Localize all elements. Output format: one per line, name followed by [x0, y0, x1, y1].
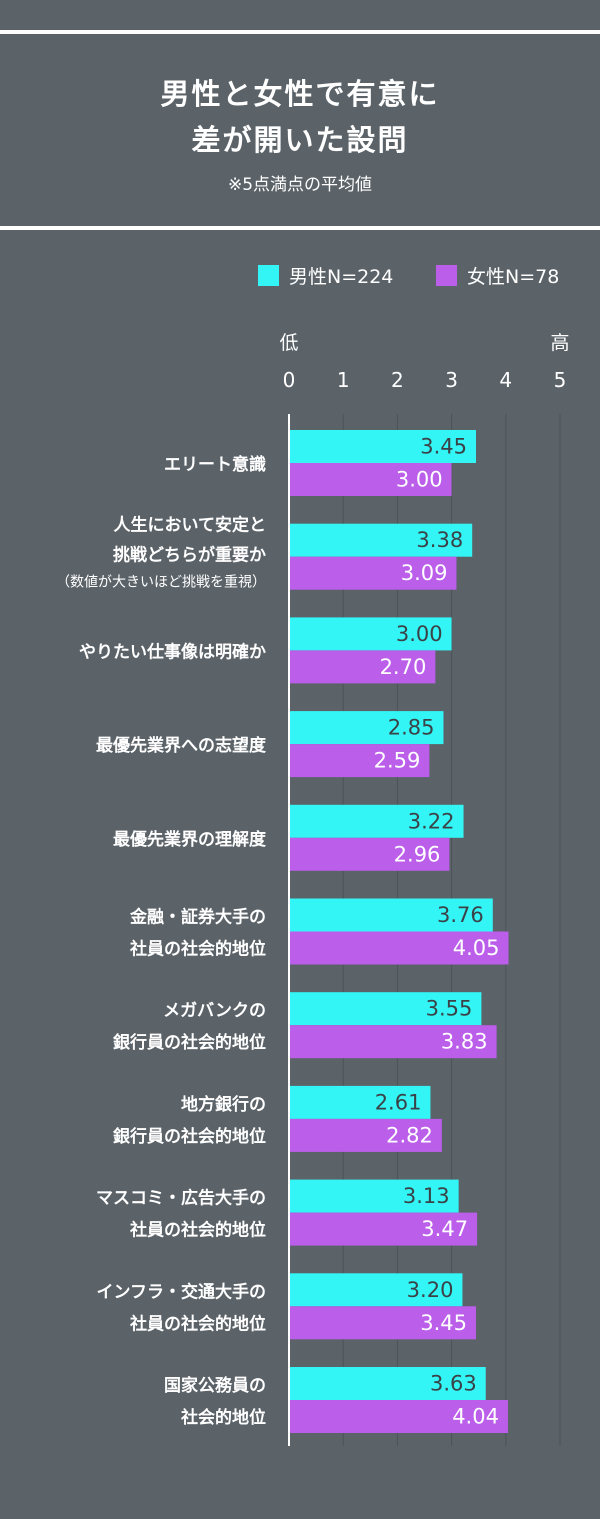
category-label: 銀行員の社会的地位 — [113, 1126, 266, 1147]
bar-female — [289, 1025, 497, 1059]
legend-item-female: 女性N=78 — [436, 262, 559, 288]
bar-value-male: 3.38 — [416, 528, 463, 552]
axis-high-label: 高 — [550, 332, 569, 354]
header-bottom-rule — [0, 226, 600, 230]
category-label: 国家公務員の — [164, 1375, 266, 1396]
bar-female — [289, 931, 509, 965]
category-label: エリート意識 — [164, 454, 266, 475]
bar-male — [289, 1179, 459, 1213]
bar-male — [289, 430, 476, 463]
bar-value-female: 2.82 — [386, 1123, 433, 1147]
category-label: 社員の社会的地位 — [129, 1313, 266, 1334]
bar-value-female: 4.05 — [453, 936, 500, 960]
bar-male — [289, 992, 482, 1026]
bar-female — [289, 1212, 478, 1246]
bar-value-male: 3.63 — [430, 1372, 477, 1396]
category-label: マスコミ・広告大手の — [96, 1188, 266, 1209]
category-label: 人生において安定と — [114, 515, 267, 536]
bar-male — [289, 804, 464, 838]
category-label: 最優先業界への志望度 — [96, 735, 267, 756]
x-tick-label: 3 — [445, 368, 458, 392]
bar-value-female: 3.45 — [420, 1311, 467, 1335]
bar-value-female: 3.47 — [421, 1217, 468, 1241]
chart-subtitle: ※5点満点の平均値 — [227, 175, 373, 195]
bar-value-male: 3.13 — [403, 1184, 450, 1208]
bar-male — [289, 617, 452, 651]
category-label: メガバンクの — [163, 1001, 266, 1021]
category-label: （数値が大きいほど挑戦を重視） — [56, 575, 266, 591]
legend-label-female: 女性N=78 — [467, 265, 560, 288]
chart-title-line-2: 差が開いた設問 — [191, 123, 409, 157]
x-tick-label: 1 — [337, 368, 350, 392]
bar-value-male: 3.22 — [408, 809, 455, 833]
bar-value-female: 3.09 — [401, 561, 448, 585]
bar-value-female: 2.96 — [394, 842, 441, 866]
category-label: 社員の社会的地位 — [129, 939, 266, 960]
bar-male — [289, 898, 493, 932]
legend-swatch-male — [258, 264, 279, 286]
bar-female — [289, 556, 457, 590]
category-label: 最優先業界の理解度 — [113, 829, 267, 850]
bar-female — [289, 1306, 476, 1340]
axis-low-label: 低 — [279, 332, 298, 354]
bar-male — [289, 1085, 431, 1119]
bar-male — [289, 1367, 486, 1400]
category-label: 社会的地位 — [180, 1407, 266, 1428]
bar-value-male: 3.55 — [426, 997, 473, 1021]
category-label: 銀行員の社会的地位 — [113, 1032, 266, 1053]
bar-value-female: 3.00 — [396, 468, 443, 492]
chart-title-line-1: 男性と女性で有意に — [160, 77, 440, 111]
category-label: 金融・証券大手の — [129, 907, 266, 928]
bar-value-male: 2.61 — [375, 1090, 422, 1114]
legend-item-male: 男性N=224 — [258, 262, 393, 288]
bar-male — [289, 711, 444, 745]
category-label: 挑戦どちらが重要か — [113, 545, 266, 566]
x-tick-label: 4 — [499, 368, 512, 392]
bar-value-male: 2.85 — [388, 716, 435, 740]
bar-female — [289, 744, 430, 778]
bar-value-female: 2.70 — [380, 655, 427, 679]
legend-swatch-female — [436, 264, 457, 286]
category-label: やりたい仕事像は明確か — [79, 641, 266, 662]
category-label: 地方銀行の — [181, 1094, 266, 1115]
bar-male — [289, 523, 473, 557]
bar-value-male: 3.20 — [407, 1278, 454, 1302]
bar-value-male: 3.00 — [396, 622, 443, 646]
x-tick-label: 2 — [391, 368, 404, 392]
category-label: インフラ・交通大手の — [97, 1281, 267, 1302]
bar-female — [289, 650, 436, 684]
bar-value-female: 4.04 — [452, 1405, 499, 1429]
bar-female — [289, 1400, 508, 1433]
legend-label-male: 男性N=224 — [289, 265, 394, 288]
bar-value-female: 3.83 — [441, 1030, 488, 1054]
category-label: 社員の社会的地位 — [129, 1220, 266, 1241]
bar-male — [289, 1273, 463, 1307]
header-top-rule — [0, 30, 600, 34]
x-tick-label: 5 — [554, 368, 567, 392]
bar-value-male: 3.45 — [420, 435, 467, 459]
bar-value-female: 2.59 — [374, 749, 421, 773]
bar-female — [289, 463, 452, 496]
bar-female — [289, 1118, 442, 1152]
bar-female — [289, 837, 450, 871]
bar-value-male: 3.76 — [437, 903, 484, 927]
x-tick-label: 0 — [283, 368, 296, 392]
